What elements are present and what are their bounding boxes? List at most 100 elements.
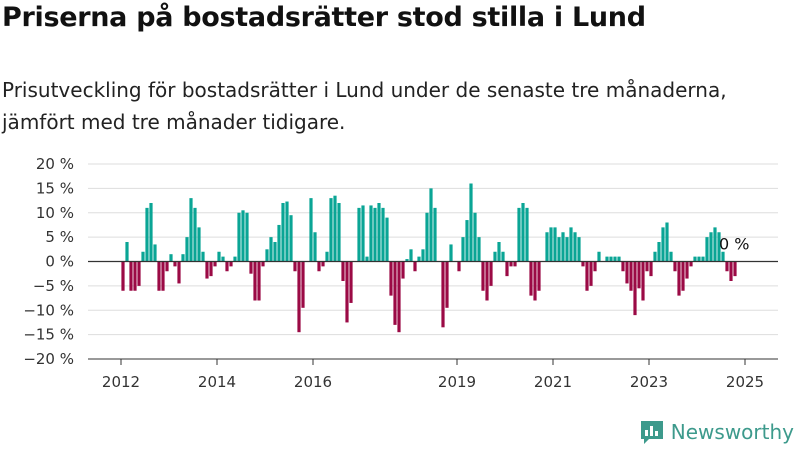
x-tick-label: 2012 — [102, 373, 140, 391]
bar — [289, 215, 293, 262]
x-tick-label: 2021 — [534, 373, 572, 391]
bar — [461, 237, 465, 262]
bar — [549, 227, 553, 262]
bar-series — [121, 183, 737, 333]
bar — [197, 227, 201, 262]
chart-title: Priserna på bostadsrätter stod stilla i … — [2, 2, 646, 33]
bar — [261, 261, 265, 267]
bar — [249, 261, 253, 274]
bar — [285, 201, 289, 262]
bar — [297, 261, 301, 333]
bar — [277, 224, 281, 262]
bar — [373, 207, 377, 262]
bar — [121, 261, 125, 291]
bar — [645, 261, 649, 272]
bar — [657, 242, 661, 262]
newsworthy-logo: Newsworthy — [639, 419, 794, 445]
bar — [369, 205, 373, 262]
bar — [337, 203, 341, 262]
bar — [485, 261, 489, 301]
bar — [577, 237, 581, 262]
bar — [617, 256, 621, 262]
bar — [481, 261, 485, 291]
bar — [637, 261, 641, 289]
bar — [193, 207, 197, 262]
bar — [705, 237, 709, 262]
bar — [153, 244, 157, 262]
bar — [221, 256, 225, 262]
bar — [205, 261, 209, 279]
bar — [413, 261, 417, 272]
bar — [429, 188, 433, 262]
bar — [293, 261, 297, 272]
bar — [649, 261, 653, 277]
bar — [725, 261, 729, 272]
bar — [209, 261, 213, 277]
bar — [557, 237, 561, 262]
bar — [229, 261, 233, 267]
bar — [433, 207, 437, 262]
y-tick-label: −15 % — [23, 326, 74, 344]
y-tick-label: 5 % — [45, 228, 74, 246]
bar — [517, 207, 521, 262]
bar — [345, 261, 349, 323]
bar — [245, 212, 249, 262]
bar — [385, 217, 389, 262]
bar — [509, 261, 513, 267]
bar — [641, 261, 645, 301]
bar — [257, 261, 261, 301]
bar — [361, 205, 365, 262]
bar — [489, 261, 493, 286]
bar — [573, 232, 577, 262]
bar — [329, 198, 333, 262]
bar — [189, 198, 193, 262]
y-tick-label: 10 % — [36, 204, 74, 222]
bar — [269, 237, 273, 262]
bar — [217, 251, 221, 262]
y-tick-label: −20 % — [23, 350, 74, 368]
bar — [393, 261, 397, 325]
x-tick-label: 2014 — [198, 373, 236, 391]
bar — [129, 261, 133, 291]
bar — [181, 254, 185, 262]
bar — [569, 227, 573, 262]
y-tick-label: 0 % — [45, 253, 74, 271]
bar — [213, 261, 217, 267]
bar — [405, 259, 409, 262]
bar — [233, 256, 237, 262]
bar — [581, 261, 585, 267]
bar — [417, 256, 421, 262]
bar — [701, 256, 705, 262]
bar — [265, 249, 269, 262]
bar — [165, 261, 169, 272]
bar — [729, 261, 733, 281]
bar — [673, 261, 677, 272]
bar — [273, 242, 277, 262]
bar — [365, 256, 369, 262]
bar — [321, 261, 325, 267]
bar — [633, 261, 637, 316]
bar — [609, 256, 613, 262]
bar — [425, 212, 429, 262]
bar — [693, 256, 697, 262]
bar — [469, 183, 473, 262]
bar — [137, 261, 141, 286]
bar — [605, 256, 609, 262]
bar — [145, 207, 149, 262]
bar — [281, 203, 285, 262]
bar — [621, 261, 625, 272]
bar — [157, 261, 161, 291]
bar — [677, 261, 681, 296]
bar — [457, 261, 461, 272]
bar — [681, 261, 685, 291]
bar — [625, 261, 629, 284]
brand-name: Newsworthy — [670, 420, 794, 444]
bar — [241, 210, 245, 262]
bar — [545, 232, 549, 262]
bar — [441, 261, 445, 328]
bar — [713, 227, 717, 262]
bar — [597, 251, 601, 262]
bar — [253, 261, 257, 301]
bar — [173, 261, 177, 267]
y-axis: 20 % 15 % 10 % 5 % 0 % −5 % −10 % −15 % −20 % — [23, 155, 74, 368]
